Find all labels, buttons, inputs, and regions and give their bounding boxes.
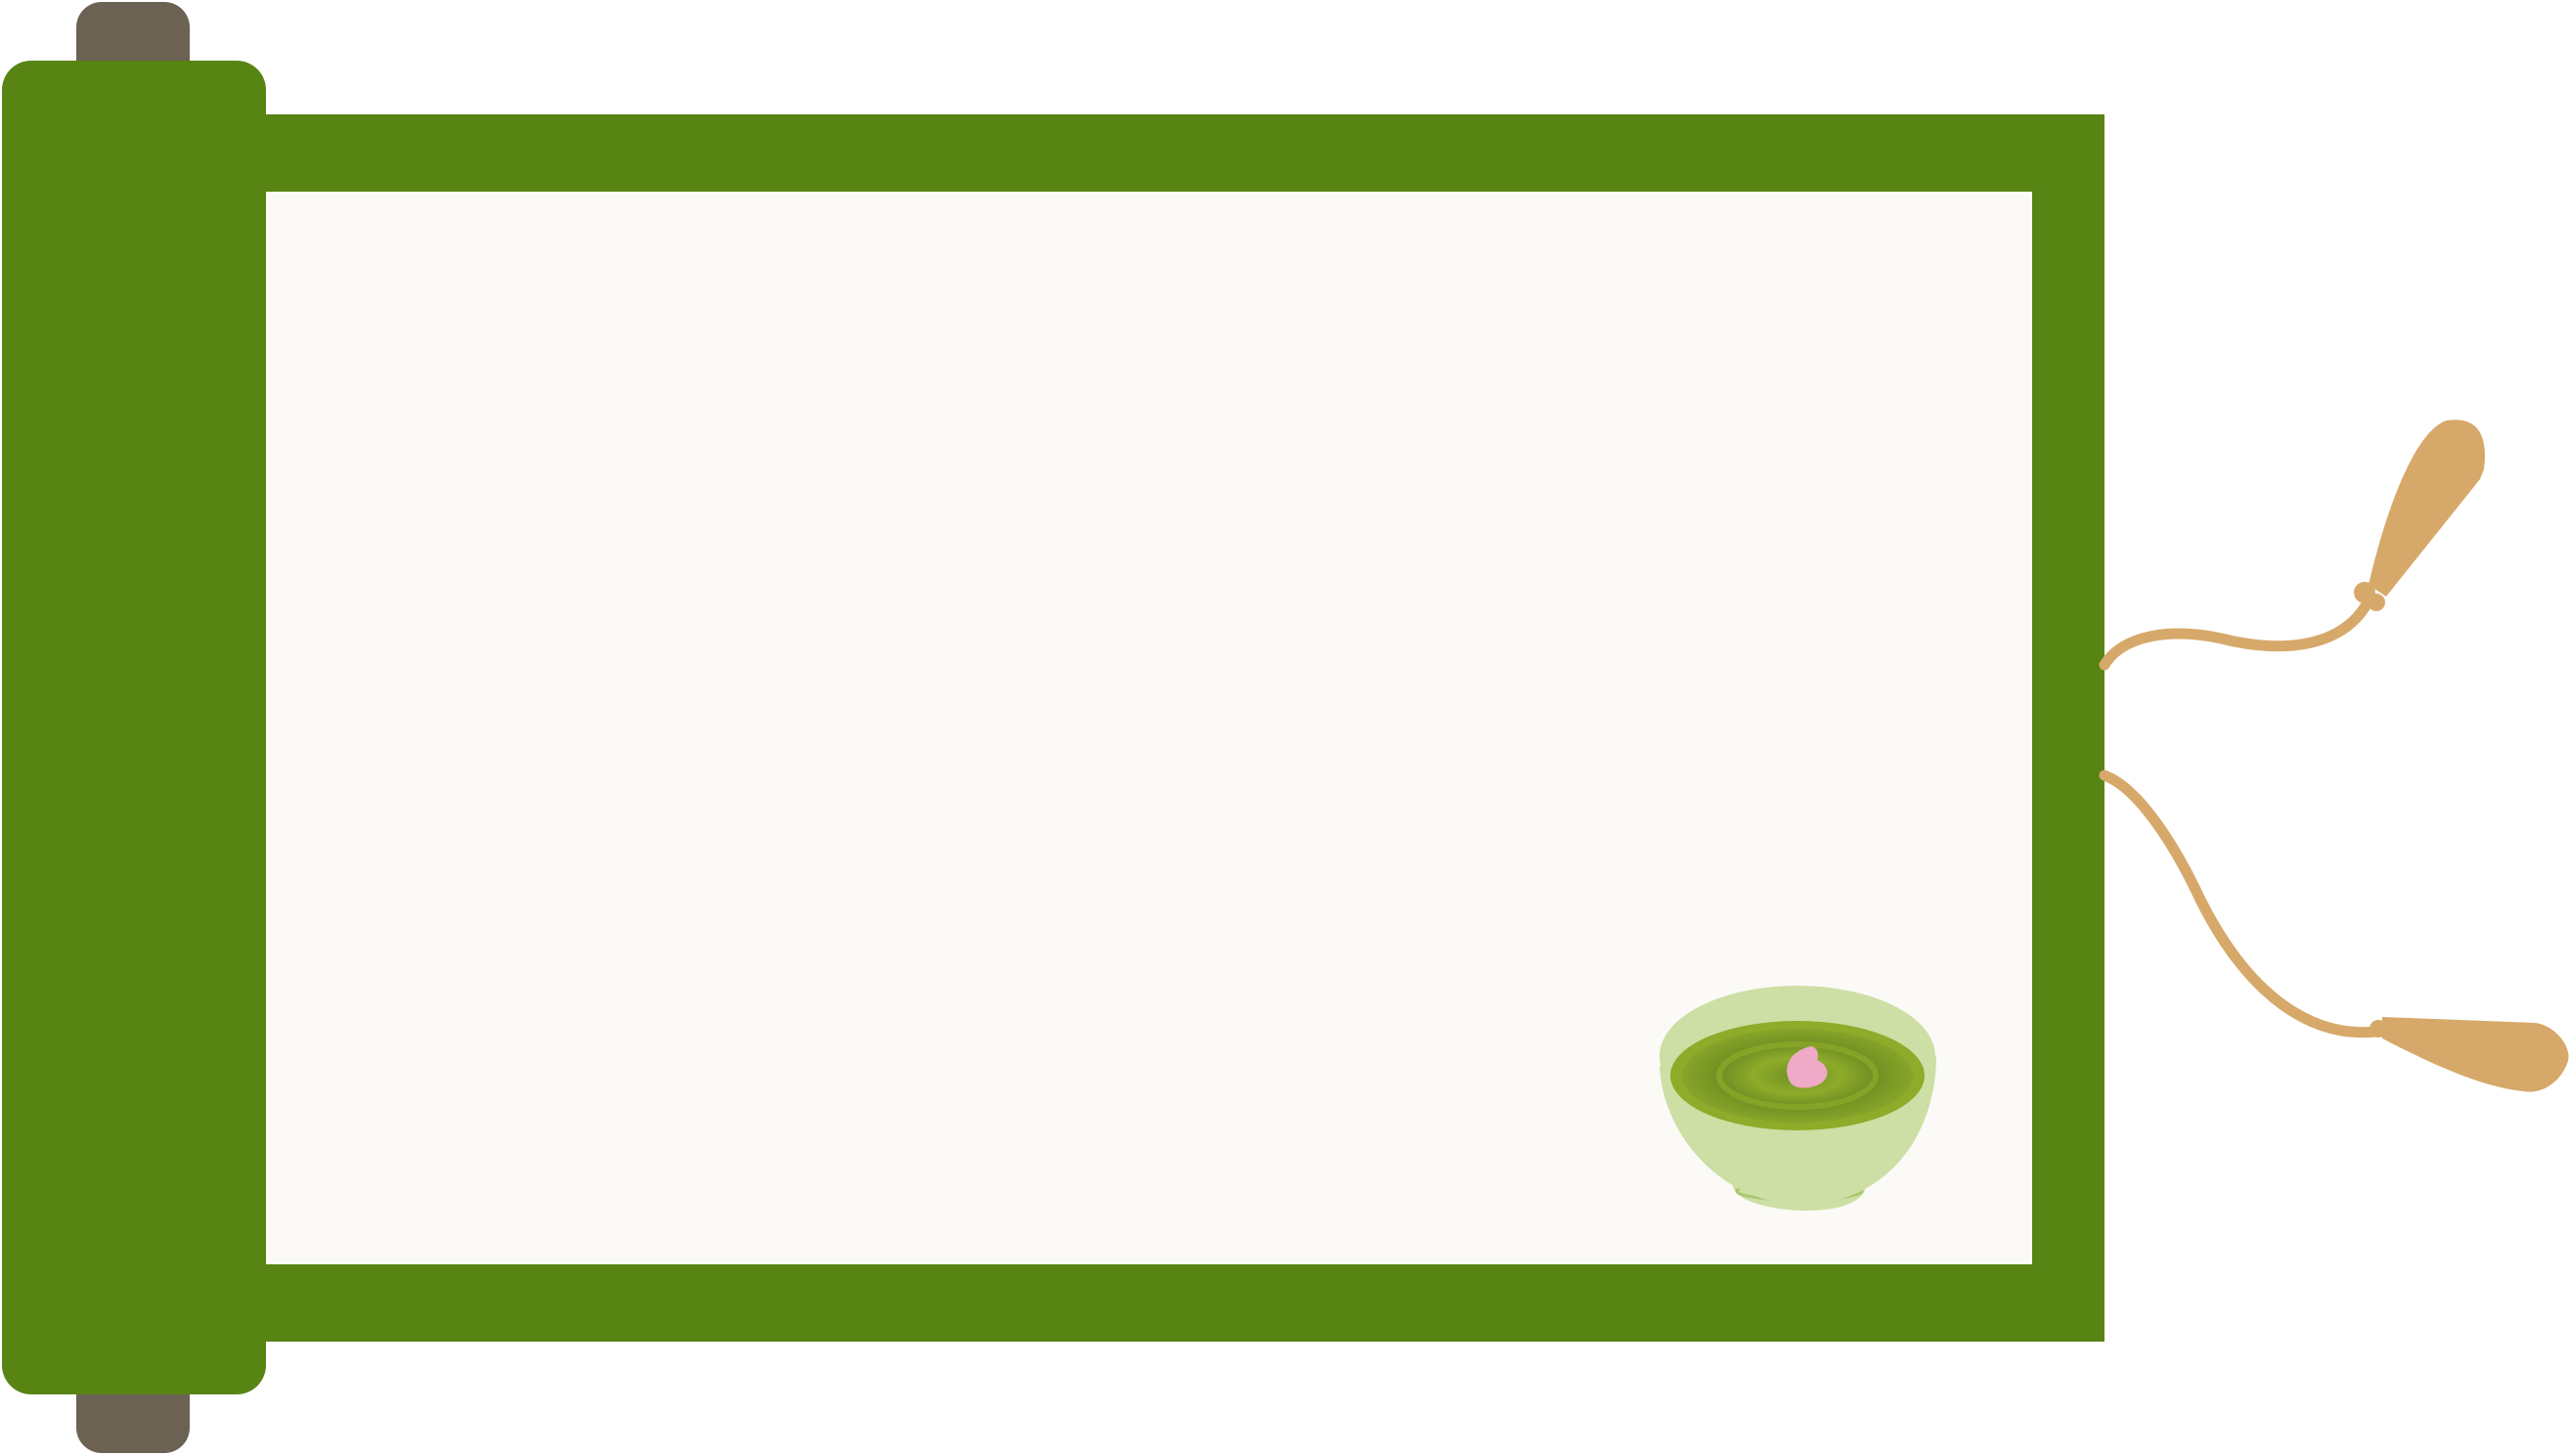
tassel-upper-icon <box>2099 419 2485 671</box>
tassel-lower-icon <box>2099 770 2569 1092</box>
sakura-petal-icon <box>1787 1046 1828 1088</box>
scroll-roller-icon <box>2 61 266 1394</box>
matcha-tea-bowl-icon <box>1660 986 1936 1212</box>
